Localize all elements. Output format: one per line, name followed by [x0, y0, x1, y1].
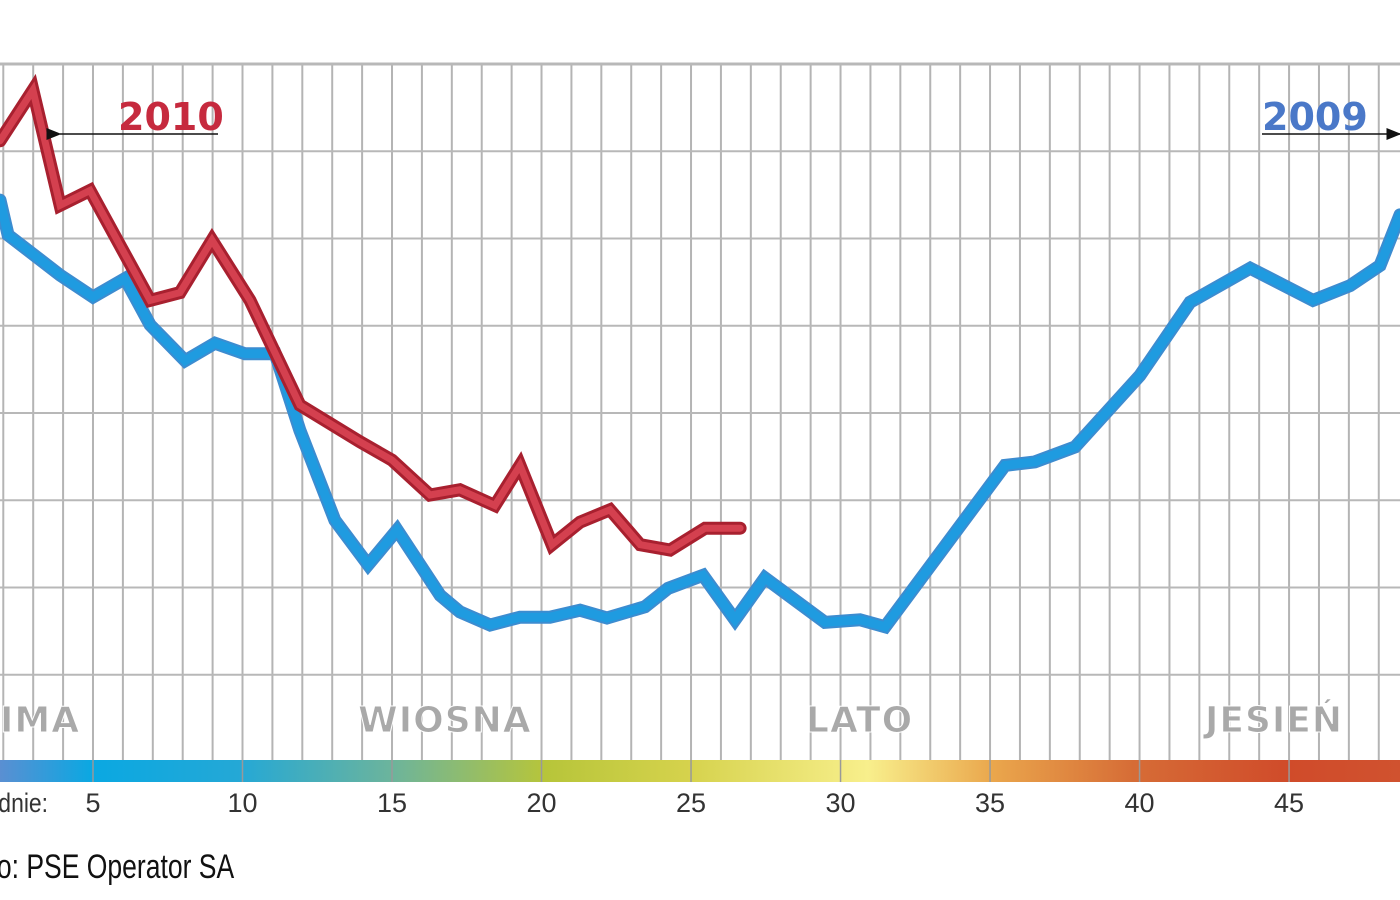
- series-line-2010-outline: [0, 73, 747, 557]
- band-ticks: [92, 760, 1290, 782]
- x-tick-label: 5: [85, 788, 100, 818]
- legend-label-2010: 2010: [118, 95, 224, 139]
- series-line-2010: [0, 81, 744, 554]
- x-tick-label: 20: [526, 788, 556, 818]
- x-tick-label: 25: [676, 788, 706, 818]
- x-tick-label: 45: [1274, 788, 1304, 818]
- season-label-autumn: JESIEŃ: [1202, 699, 1343, 741]
- x-tick-label: 10: [227, 788, 257, 818]
- series-group: [0, 73, 1400, 635]
- color-scale-band: [0, 760, 1400, 782]
- x-tick-labels: 5 10 15 20 25 30 35 40 45: [85, 788, 1304, 818]
- source-note: o: PSE Operator SA: [0, 848, 235, 886]
- x-tick-label: 40: [1125, 788, 1155, 818]
- x-axis-prefix: dnie:: [0, 788, 48, 818]
- series-line-2009: [0, 195, 1400, 632]
- x-tick-label: 30: [826, 788, 856, 818]
- season-label-spring: WIOSNA: [358, 700, 532, 741]
- x-tick-label: 35: [975, 788, 1005, 818]
- grid: [0, 62, 1400, 760]
- legend-label-2009: 2009: [1262, 95, 1368, 139]
- season-label-winter: IMA: [0, 700, 80, 741]
- season-label-summer: LATO: [806, 700, 913, 741]
- x-tick-label: 15: [377, 788, 407, 818]
